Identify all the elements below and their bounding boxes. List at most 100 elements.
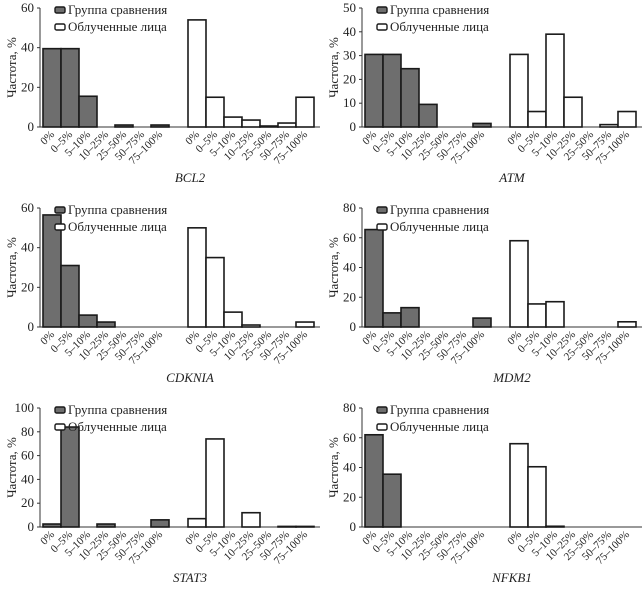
bar-irradiated xyxy=(509,239,529,328)
bar-irradiated xyxy=(295,321,315,328)
y-tick-label: 20 xyxy=(21,79,34,94)
legend-label-irradiated: Облученные лица xyxy=(390,219,489,234)
y-tick-label: 40 xyxy=(343,460,356,475)
bar-comparison xyxy=(78,95,98,128)
gene-label: STAT3 xyxy=(173,570,207,585)
bar-comparison xyxy=(96,321,116,328)
bar-irradiated xyxy=(527,303,547,328)
legend-label-comparison: Группа сравнения xyxy=(390,202,489,217)
legend-label-irradiated: Облученные лица xyxy=(68,419,167,434)
legend-label-comparison: Группа сравнения xyxy=(390,402,489,417)
bar-irradiated xyxy=(545,525,565,528)
bar-irradiated xyxy=(187,517,207,528)
legend-swatch-comparison xyxy=(54,206,66,214)
bar-irradiated xyxy=(509,53,529,128)
y-tick-label: 20 xyxy=(343,489,356,504)
bar-comparison xyxy=(60,47,80,128)
bar-comparison xyxy=(42,47,62,128)
bar-irradiated xyxy=(241,511,261,528)
y-tick-label: 0 xyxy=(28,519,35,534)
bar-irradiated xyxy=(187,227,207,328)
y-tick-label: 40 xyxy=(21,40,34,55)
gene-label: MDM2 xyxy=(492,370,531,385)
y-tick-label: 40 xyxy=(21,240,34,255)
bar-comparison xyxy=(96,523,116,528)
bar-comparison xyxy=(114,124,134,128)
y-tick-label: 80 xyxy=(343,400,356,415)
y-tick-label: 40 xyxy=(343,24,356,39)
legend-swatch-irradiated xyxy=(376,423,388,431)
bar-comparison xyxy=(400,67,420,128)
y-axis-label: Частота, % xyxy=(326,37,341,98)
bar-irradiated xyxy=(295,96,315,128)
y-tick-label: 0 xyxy=(28,119,35,134)
y-tick-label: 20 xyxy=(343,71,356,86)
bar-irradiated xyxy=(241,119,261,128)
bar-irradiated xyxy=(545,33,565,128)
bar-irradiated xyxy=(223,311,243,328)
legend-label-irradiated: Облученные лица xyxy=(68,19,167,34)
legend-swatch-comparison xyxy=(54,6,66,14)
y-axis-label: Частота, % xyxy=(326,237,341,298)
bar-irradiated xyxy=(241,324,261,328)
y-tick-label: 20 xyxy=(343,289,356,304)
legend-swatch-irradiated xyxy=(376,223,388,231)
y-tick-label: 40 xyxy=(343,260,356,275)
bar-comparison xyxy=(150,124,170,128)
legend-label-irradiated: Облученные лица xyxy=(390,419,489,434)
y-axis-label: Частота, % xyxy=(4,437,19,498)
y-tick-label: 60 xyxy=(21,0,34,15)
bar-irradiated xyxy=(205,438,225,528)
bar-comparison xyxy=(78,314,98,328)
gene-label: BCL2 xyxy=(175,170,206,185)
y-tick-label: 0 xyxy=(28,319,35,334)
bar-irradiated xyxy=(277,122,297,128)
y-tick-label: 60 xyxy=(21,448,34,463)
y-tick-label: 60 xyxy=(343,230,356,245)
bar-irradiated xyxy=(509,442,529,528)
bar-comparison xyxy=(418,103,438,128)
gene-label: ATM xyxy=(498,170,526,185)
y-tick-label: 0 xyxy=(350,119,357,134)
legend-label-irradiated: Облученные лица xyxy=(390,19,489,34)
bar-irradiated xyxy=(205,256,225,328)
y-tick-label: 50 xyxy=(343,0,356,15)
y-axis-label: Частота, % xyxy=(326,437,341,498)
bar-comparison xyxy=(60,426,80,528)
bar-comparison xyxy=(364,53,384,128)
legend-swatch-comparison xyxy=(54,406,66,414)
bar-comparison xyxy=(364,228,384,328)
y-tick-label: 20 xyxy=(21,495,34,510)
bar-irradiated xyxy=(563,96,583,128)
y-tick-label: 30 xyxy=(343,48,356,63)
y-tick-label: 80 xyxy=(21,424,34,439)
legend-swatch-irradiated xyxy=(54,223,66,231)
bar-comparison xyxy=(60,264,80,328)
y-tick-label: 0 xyxy=(350,319,357,334)
y-tick-label: 60 xyxy=(343,430,356,445)
bar-irradiated xyxy=(223,116,243,128)
bar-comparison xyxy=(42,214,62,328)
bar-comparison xyxy=(382,53,402,128)
y-tick-label: 40 xyxy=(21,471,34,486)
bar-comparison xyxy=(364,433,384,528)
y-tick-label: 100 xyxy=(15,400,35,415)
bar-comparison xyxy=(42,523,62,528)
gene-label: NFKB1 xyxy=(491,570,532,585)
bar-irradiated xyxy=(527,110,547,128)
bar-comparison xyxy=(400,306,420,328)
bar-comparison xyxy=(472,122,492,128)
legend-label-comparison: Группа сравнения xyxy=(68,402,167,417)
bar-irradiated xyxy=(617,320,637,328)
bar-comparison xyxy=(382,312,402,328)
legend-swatch-irradiated xyxy=(54,423,66,431)
legend-swatch-comparison xyxy=(376,6,388,14)
bar-irradiated xyxy=(545,300,565,328)
